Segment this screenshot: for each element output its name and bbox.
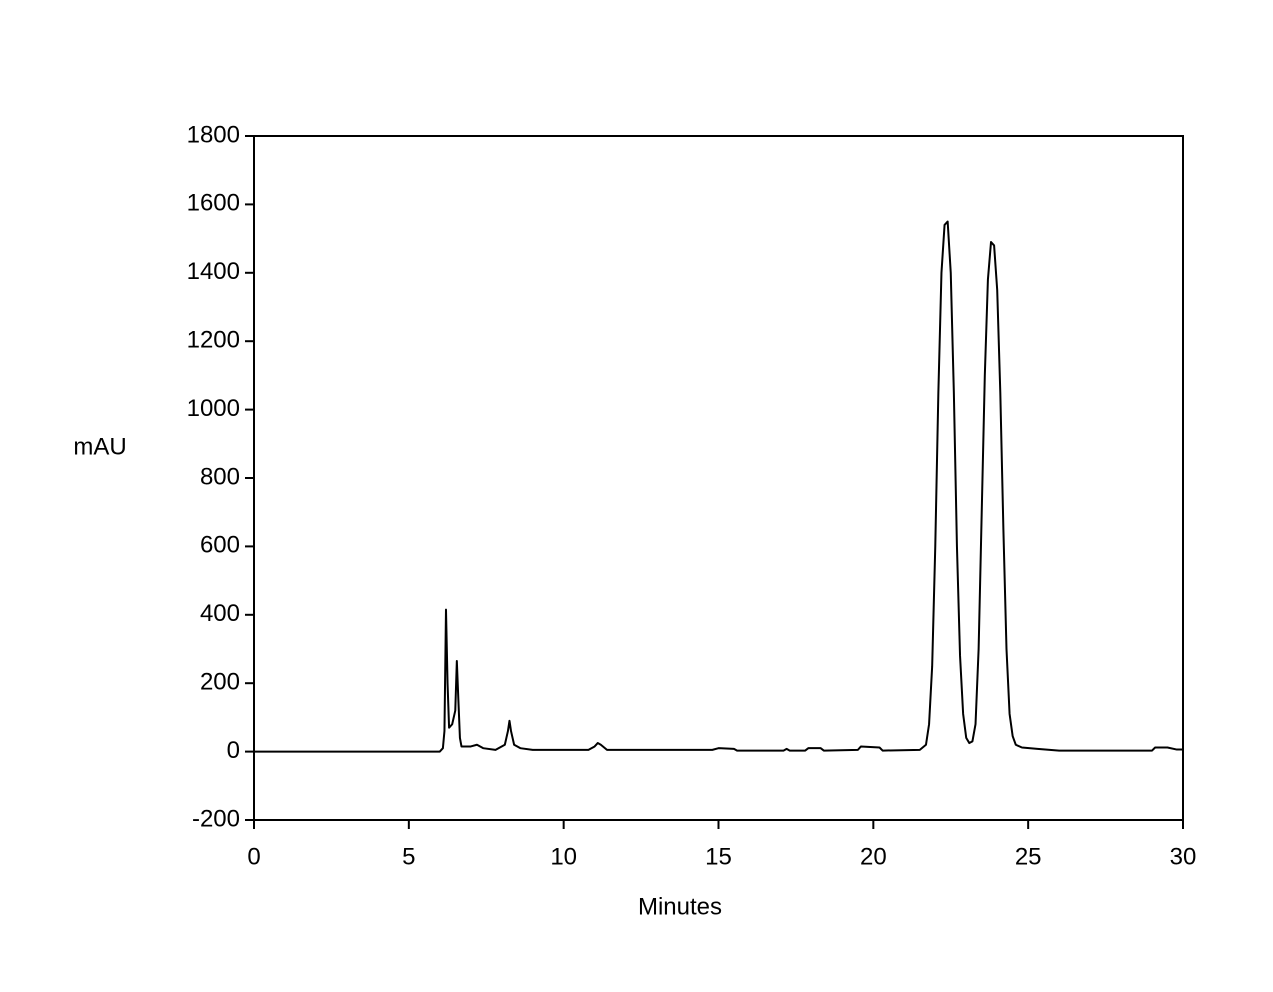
y-tick-label: 1600 <box>187 190 240 217</box>
x-tick-label: 0 <box>247 843 260 870</box>
y-tick-label: 0 <box>227 737 240 764</box>
x-axis-label: Minutes <box>638 893 722 920</box>
y-tick-label: 1200 <box>187 327 240 354</box>
trace-line <box>254 220 1183 753</box>
y-tick-label: -200 <box>192 805 240 832</box>
y-tick-label: 1000 <box>187 395 240 422</box>
x-tick-label: 5 <box>402 843 415 870</box>
x-tick-label: 15 <box>705 843 732 870</box>
y-tick-label: 400 <box>200 600 240 627</box>
y-tick-label: 800 <box>200 463 240 490</box>
x-tick-label: 10 <box>550 843 577 870</box>
plot-frame <box>253 135 1184 821</box>
y-tick-label: 1400 <box>187 258 240 285</box>
y-tick-label: 1800 <box>187 121 240 148</box>
x-tick-label: 30 <box>1170 843 1197 870</box>
x-tick-label: 25 <box>1015 843 1042 870</box>
y-tick-label: 600 <box>200 532 240 559</box>
y-axis-label: mAU <box>73 433 126 460</box>
y-tick-label: 200 <box>200 669 240 696</box>
x-tick-label: 20 <box>860 843 887 870</box>
